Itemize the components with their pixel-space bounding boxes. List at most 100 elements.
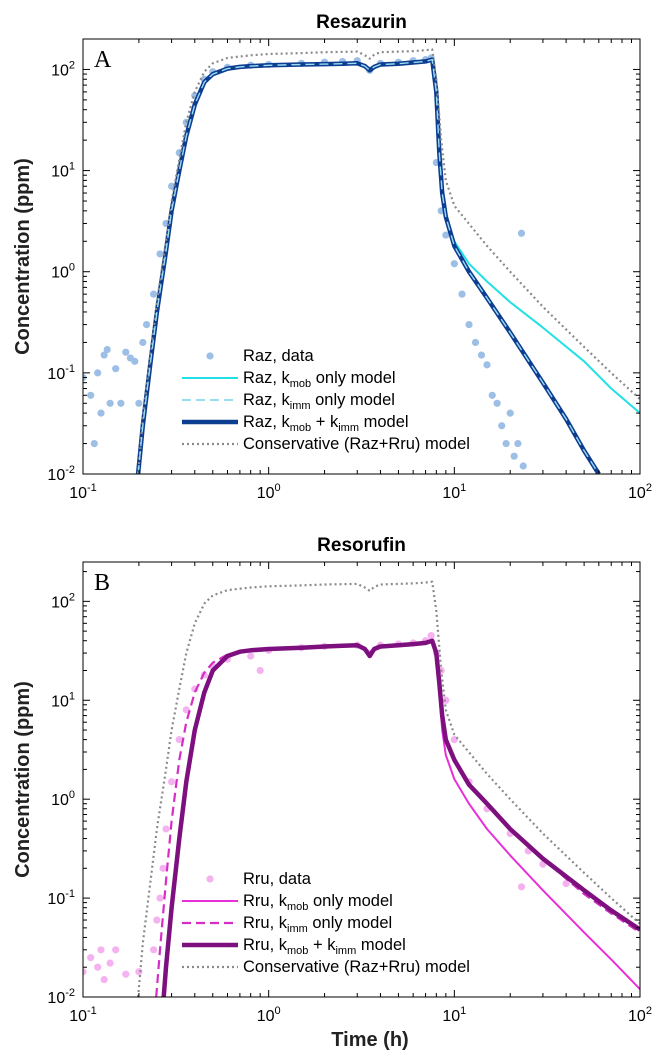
y-tick-label: 10-2 — [47, 464, 75, 484]
data-point — [142, 321, 151, 329]
plot-frame — [82, 38, 641, 475]
data-point — [112, 946, 120, 954]
data-point — [106, 959, 114, 967]
legend-label: Raz, kimm only model — [243, 391, 395, 412]
data-point — [510, 452, 518, 460]
data-point — [139, 338, 147, 347]
data-point — [106, 399, 114, 407]
data-point — [450, 260, 458, 268]
data-point — [131, 357, 139, 365]
series-line-4 — [137, 48, 640, 474]
x-tick-label: 100 — [257, 1005, 281, 1025]
y-tick-label: 100 — [51, 262, 75, 282]
series-line-4 — [137, 580, 640, 997]
data-point — [83, 968, 87, 976]
data-point — [117, 399, 125, 407]
data-point — [167, 778, 176, 786]
data-point — [498, 422, 506, 430]
chart-title: Resazurin — [316, 12, 407, 33]
data-point — [156, 250, 164, 258]
panel-letter: B — [94, 570, 110, 596]
x-axis-label: Time (h) — [331, 1029, 408, 1051]
data-point — [100, 975, 108, 984]
panel-resorufin: Resorufin Concentration (ppm) 10-1 100 101 10… — [12, 535, 652, 1025]
data-point — [100, 351, 108, 359]
plot-frame — [82, 561, 641, 998]
data-point — [135, 968, 143, 976]
data-point — [182, 706, 190, 714]
data-point — [514, 439, 522, 448]
plot-area — [83, 48, 640, 474]
legend-marker — [206, 352, 214, 360]
data-point — [256, 666, 264, 675]
panel-letter: A — [94, 47, 112, 73]
y-tick-label: 100 — [51, 789, 75, 809]
data-point — [471, 338, 480, 347]
y-tick-label: 10-2 — [47, 987, 75, 1007]
data-point — [427, 632, 435, 640]
y-axis-label: Concentration (ppm) — [12, 681, 34, 878]
data-point — [153, 916, 161, 924]
data-point — [517, 229, 526, 237]
y-tick-label: 10-1 — [47, 888, 75, 908]
data-point — [97, 409, 105, 417]
data-point — [167, 182, 176, 190]
data-point — [442, 696, 450, 704]
y-axis-label: Concentration (ppm) — [12, 158, 34, 355]
x-tick-label: 100 — [257, 482, 281, 502]
data-point — [159, 864, 167, 872]
series-line-3 — [161, 638, 640, 997]
data-point — [506, 409, 514, 417]
x-tick-label: 102 — [628, 1005, 652, 1025]
axis-ticks — [82, 38, 641, 475]
data-point — [493, 399, 501, 407]
series-line-3 — [135, 57, 601, 474]
data-point — [122, 348, 130, 356]
data-point — [103, 345, 111, 354]
y-tick-label: 101 — [51, 161, 75, 181]
y-tick-label: 10-1 — [47, 363, 75, 383]
x-tick-label: 102 — [628, 482, 652, 502]
data-point — [477, 351, 486, 359]
x-tick-label: 10-1 — [69, 1005, 97, 1025]
series-line-2 — [137, 58, 600, 474]
data-point — [519, 462, 527, 470]
axis-ticks — [82, 562, 641, 998]
y-tick-label: 102 — [51, 591, 75, 611]
legend-label: Raz, kmob only model — [243, 369, 396, 390]
data-point — [247, 652, 255, 660]
data-point — [156, 894, 164, 902]
x-tick-label: 10-1 — [69, 482, 97, 502]
data-point — [97, 946, 105, 954]
series-line-overlay — [137, 58, 600, 474]
data-point — [149, 290, 158, 298]
data-point — [112, 365, 120, 373]
data-point — [483, 361, 491, 369]
y-tick-label: 101 — [51, 690, 75, 710]
legend-label: Raz, kmob + kimm model — [243, 413, 409, 434]
legend-label: Rru, kmob only model — [243, 892, 393, 913]
data-point — [488, 391, 496, 399]
data-point — [94, 963, 102, 971]
data-point — [87, 954, 95, 962]
y-tick-label: 102 — [51, 59, 75, 79]
legend-label: Conservative (Raz+Rru) model — [243, 435, 470, 453]
data-point — [502, 439, 510, 448]
panel-resazurin: Resazurin Concentration (ppm) 10-1 100 101 10… — [12, 12, 652, 502]
data-point — [517, 883, 526, 891]
data-point — [135, 399, 143, 407]
data-point — [149, 946, 158, 954]
plot-area — [83, 580, 640, 997]
chart-title: Resorufin — [317, 535, 406, 556]
data-point — [94, 369, 102, 377]
legend-label: Rru, data — [243, 870, 312, 888]
legend-label: Conservative (Raz+Rru) model — [243, 958, 470, 976]
x-tick-label: 101 — [442, 1005, 466, 1025]
legend-label: Rru, kmob + kimm model — [243, 936, 406, 957]
legend-label: Rru, kimm only model — [243, 914, 392, 935]
data-point — [458, 290, 466, 298]
data-point — [562, 880, 570, 888]
